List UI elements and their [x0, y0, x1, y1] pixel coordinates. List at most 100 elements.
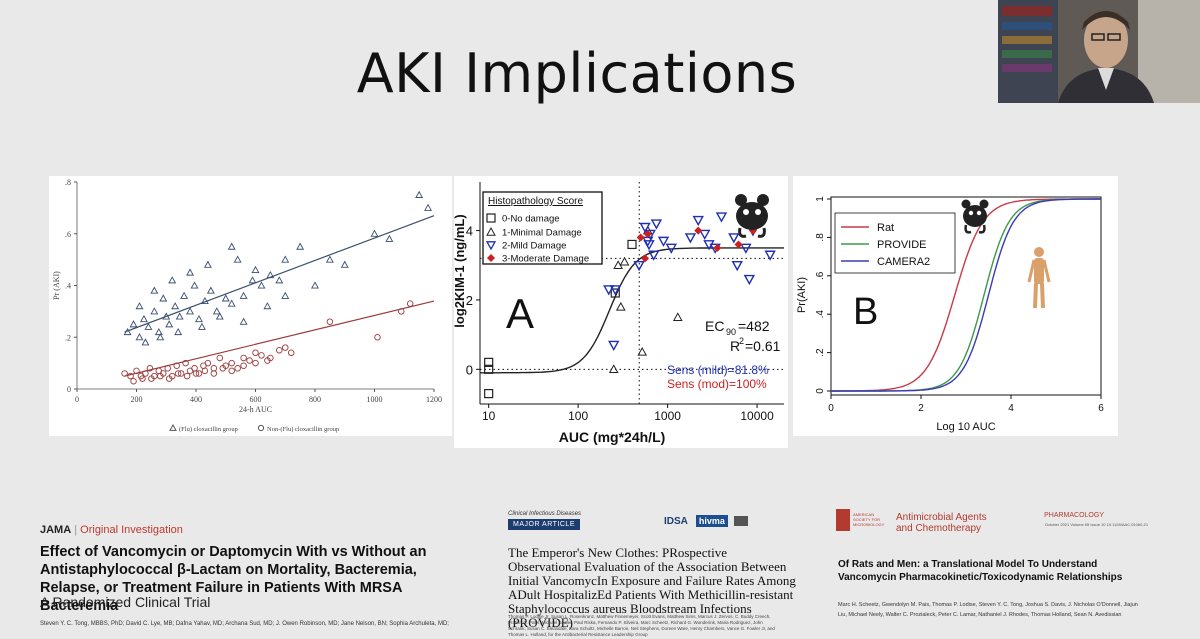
human-leg — [1033, 282, 1038, 309]
ref2-journal: Clinical Infectious Diseases — [508, 511, 582, 517]
x-axis-label: Log 10 AUC — [936, 421, 995, 433]
ref2-logos: IDSA hivma — [664, 515, 748, 527]
data-point — [234, 365, 241, 372]
data-point — [276, 346, 283, 354]
data-point — [174, 370, 182, 377]
data-point — [326, 318, 334, 325]
data-point — [692, 215, 704, 227]
data-point — [311, 281, 319, 289]
webcam-video — [998, 0, 1200, 103]
data-point — [227, 299, 236, 307]
data-point — [174, 327, 183, 336]
data-point — [165, 320, 174, 328]
data-point — [133, 367, 140, 375]
data-point — [239, 291, 248, 299]
data-point — [190, 281, 199, 289]
data-point — [221, 294, 230, 302]
y-tick-label: 1 — [815, 196, 826, 202]
data-point — [150, 307, 159, 315]
y-tick-label: .6 — [815, 271, 826, 280]
data-point — [258, 352, 265, 359]
legend-marker — [486, 226, 496, 236]
x-tick-label: 200 — [131, 395, 143, 404]
data-point — [684, 233, 697, 244]
ref3-title: Of Rats and Men: a Translational Model T… — [838, 559, 1123, 583]
y-axis-label: Pr (AKI) — [52, 271, 61, 300]
data-point — [325, 255, 334, 263]
rat-eye — [976, 210, 982, 216]
legend-marker — [169, 423, 177, 431]
data-point — [619, 256, 630, 266]
human-torso — [1034, 258, 1044, 284]
data-point — [135, 302, 144, 310]
data-point — [180, 291, 189, 299]
data-point — [281, 344, 289, 351]
annotation-ec-subscript: 90 — [726, 327, 736, 337]
data-point — [219, 365, 227, 372]
aki-auc-scatter-chart: 0 .2 .4 .6 .8 0 200 400 600 800 1000 1200 24-h AUC Pr… — [52, 178, 442, 433]
data-point — [197, 322, 206, 330]
rat-feet — [738, 227, 766, 238]
left-chart-panel: 0 .2 .4 .6 .8 0 200 400 600 800 1000 1200 24-h AUC Pr… — [49, 176, 452, 436]
data-point — [186, 268, 195, 276]
legend-label: 1-Minimal Damage — [502, 228, 582, 239]
data-point — [370, 229, 379, 237]
data-point — [672, 312, 683, 321]
data-point — [212, 307, 221, 315]
x-tick-label: 0 — [75, 395, 79, 404]
y-tick-label: 0 — [67, 385, 71, 394]
panel-label: B — [853, 291, 878, 333]
data-point — [731, 260, 743, 272]
data-point — [266, 271, 275, 279]
rat-eye — [743, 209, 749, 215]
plot-frame — [830, 196, 1102, 396]
x-tick-label: 100 — [568, 409, 588, 423]
fit-line — [124, 300, 435, 377]
data-point — [142, 370, 149, 377]
kim1-auc-chart: 0 2 4 10 100 1000 10000 AUC (mg*24h/L) log2KIM-1… — [452, 182, 784, 445]
y-tick-label: 0 — [466, 362, 473, 377]
data-point — [665, 243, 677, 254]
data-point — [281, 255, 290, 263]
data-point — [201, 367, 209, 375]
data-point — [608, 364, 619, 374]
data-point — [633, 260, 645, 272]
data-point — [173, 362, 180, 369]
rat-icon — [735, 194, 769, 238]
data-point — [141, 338, 150, 346]
rat-eye — [755, 209, 761, 215]
ref1-subtitle: A Randomized Clinical Trial — [40, 594, 211, 610]
legend-marker — [486, 213, 496, 223]
data-point — [192, 370, 200, 377]
x-axis-label: 24-h AUC — [239, 405, 272, 414]
data-point — [603, 285, 615, 296]
data-point — [484, 388, 494, 399]
data-point — [227, 242, 236, 250]
data-point — [228, 359, 235, 367]
ref1-authors: Steven Y. C. Tong, MBBS, PhD; David C. L… — [40, 621, 449, 627]
data-point — [734, 240, 743, 249]
data-point — [159, 294, 168, 302]
human-icon — [1027, 247, 1051, 309]
panel-label: A — [506, 290, 534, 337]
rat-icon — [961, 199, 989, 234]
data-point — [200, 296, 209, 305]
middle-chart-panel: 0 2 4 10 100 1000 10000 AUC (mg*24h/L) log2KIM-1… — [452, 176, 788, 448]
fit-curve — [480, 247, 784, 374]
annotation-ec-label: EC — [705, 318, 724, 334]
y-axis-label: Pr(AKI) — [796, 277, 808, 313]
data-point — [130, 377, 137, 385]
data-point — [164, 365, 171, 372]
legend-box — [834, 212, 956, 274]
data-point — [156, 333, 165, 341]
data-point — [641, 254, 650, 263]
legend-label: Rat — [877, 222, 894, 234]
x-tick-label: 6 — [1098, 403, 1104, 414]
data-point — [728, 233, 740, 244]
legend-label: 0-No damage — [502, 214, 560, 225]
data-point — [609, 285, 621, 296]
rat-feet — [964, 224, 986, 234]
data-point — [398, 308, 405, 315]
data-point — [275, 276, 284, 284]
data-point — [177, 370, 185, 377]
